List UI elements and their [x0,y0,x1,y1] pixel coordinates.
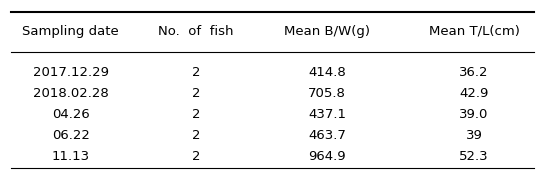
Text: 06.22: 06.22 [52,129,90,142]
Text: 2: 2 [192,129,201,142]
Text: 52.3: 52.3 [459,150,489,163]
Text: 437.1: 437.1 [308,108,346,121]
Text: Mean B/W(g): Mean B/W(g) [284,25,370,38]
Text: Sampling date: Sampling date [22,25,119,38]
Text: 2: 2 [192,66,201,79]
Text: 2018.02.28: 2018.02.28 [33,87,108,100]
Text: 2: 2 [192,108,201,121]
Text: 2: 2 [192,150,201,163]
Text: 463.7: 463.7 [308,129,346,142]
Text: 11.13: 11.13 [52,150,90,163]
Text: 2: 2 [192,87,201,100]
Text: 2017.12.29: 2017.12.29 [33,66,109,79]
Text: 04.26: 04.26 [52,108,90,121]
Text: 964.9: 964.9 [308,150,346,163]
Text: 414.8: 414.8 [308,66,346,79]
Text: No.  of  fish: No. of fish [159,25,234,38]
Text: 39: 39 [466,129,482,142]
Text: 39.0: 39.0 [459,108,489,121]
Text: 36.2: 36.2 [459,66,489,79]
Text: 42.9: 42.9 [459,87,489,100]
Text: Mean T/L(cm): Mean T/L(cm) [429,25,519,38]
Text: 705.8: 705.8 [308,87,346,100]
